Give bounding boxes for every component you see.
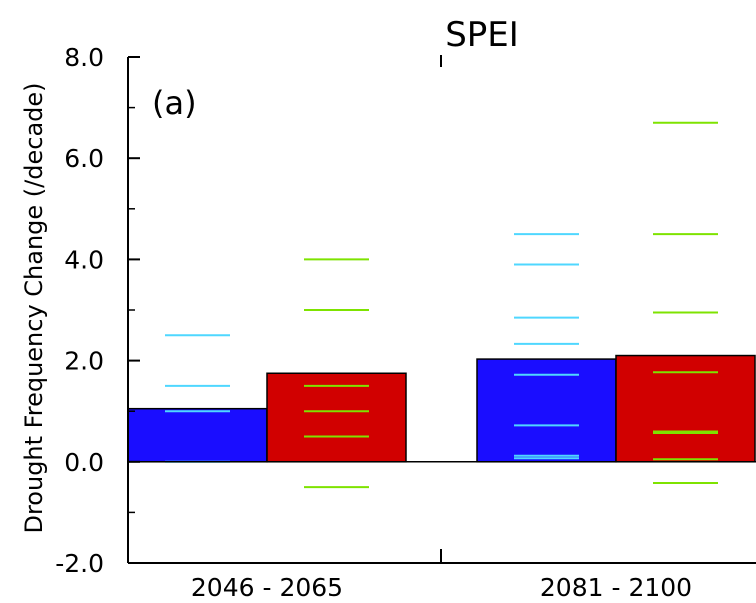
y-tick-label: -2.0 [55,549,104,578]
y-tick-label: 6.0 [64,144,104,173]
bar [476,358,617,463]
chart-title: SPEI [445,15,519,55]
bar [615,354,756,463]
bar [127,407,268,463]
y-tick-label: 2.0 [64,347,104,376]
y-tick-label: 4.0 [64,245,104,274]
y-axis-label: Drought Frequency Change (/decade) [20,82,48,533]
bar [266,372,407,463]
y-tick-label: 8.0 [64,43,104,72]
x-tick-label: 2046 - 2065 [191,573,343,602]
y-tick-label: 0.0 [64,448,104,477]
axes-layer: -2.0 0.0 2.0 4.0 6.0 8.0 2046 - 2065 2081 - 210… [55,43,756,602]
bars-layer [127,354,756,463]
x-tick-label: 2081 - 2100 [540,573,692,602]
member-markers-layer [165,121,718,489]
panel-label: (a) [152,84,197,122]
